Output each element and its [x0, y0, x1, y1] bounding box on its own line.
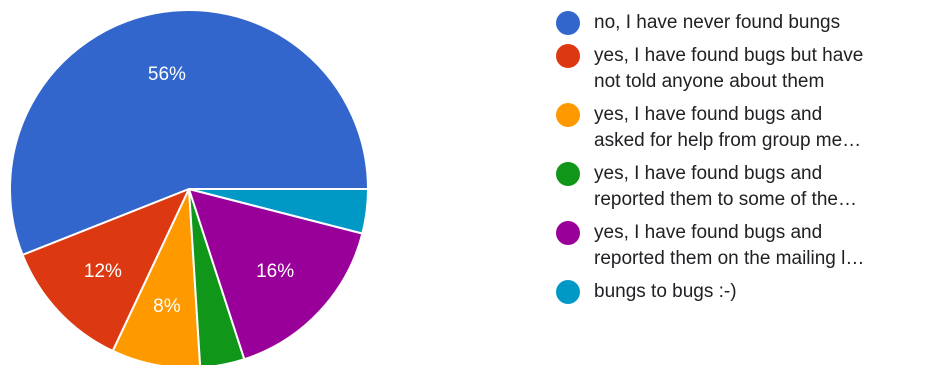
legend-item-5: yes, I have found bugs and reported them … — [556, 220, 942, 272]
legend-item-3: yes, I have found bugs and asked for help… — [556, 102, 942, 154]
legend-item-1: no, I have never found bungs — [556, 10, 942, 36]
legend-label: yes, I have found bugs but have not told … — [594, 45, 864, 92]
legend-item-6: bungs to bugs :-) — [556, 279, 942, 305]
legend-swatch — [556, 44, 580, 68]
pie-slice-1 — [9, 9, 369, 256]
pie-slice-5 — [188, 188, 364, 361]
legend-label: bungs to bugs :-) — [594, 281, 737, 302]
slice-label-2: 12% — [84, 261, 122, 282]
slice-label-1: 56% — [148, 64, 186, 85]
legend-swatch — [556, 162, 580, 186]
slice-label-5: 16% — [256, 261, 294, 282]
pie-chart: 56% 12% 8% 16% — [9, 9, 369, 365]
slice-label-3: 8% — [153, 296, 181, 317]
legend-label: yes, I have found bugs and reported them … — [594, 222, 865, 269]
legend-swatch — [556, 103, 580, 127]
legend-swatch — [556, 11, 580, 35]
legend-swatch — [556, 280, 580, 304]
chart-legend: no, I have never found bungs yes, I have … — [556, 10, 942, 312]
legend-label: yes, I have found bugs and asked for help… — [594, 104, 862, 151]
legend-label: no, I have never found bungs — [594, 12, 841, 33]
legend-swatch — [556, 221, 580, 245]
legend-item-2: yes, I have found bugs but have not told … — [556, 43, 942, 95]
legend-item-4: yes, I have found bugs and reported them … — [556, 161, 942, 213]
pie-slice-2 — [21, 188, 190, 352]
pie-slice-6 — [188, 188, 369, 235]
legend-label: yes, I have found bugs and reported them … — [594, 163, 857, 210]
